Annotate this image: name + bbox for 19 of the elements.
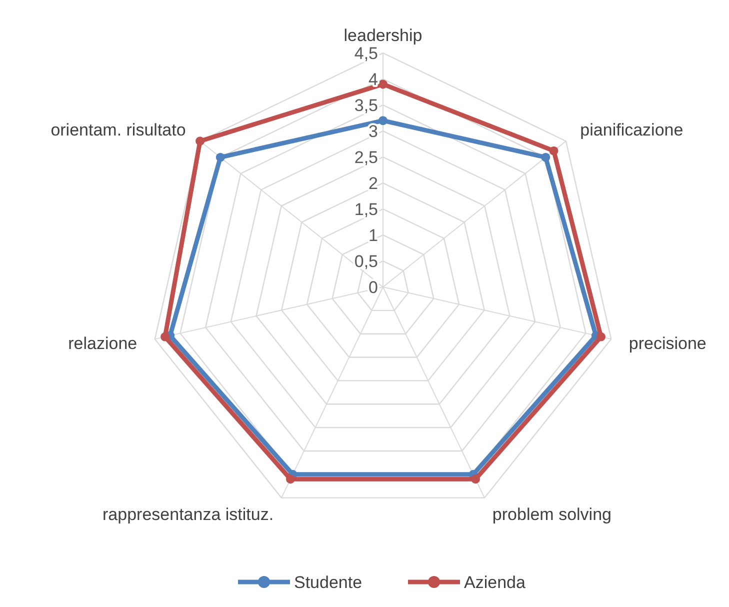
spoke-label: orientam. risultato [50, 120, 186, 140]
spoke-label: relazione [68, 334, 138, 354]
spoke-label: leadership [344, 26, 422, 45]
legend-label: Azienda [464, 572, 526, 592]
y-tick-label: 3,5 [354, 96, 378, 115]
y-tick-label: 2 [368, 174, 378, 193]
spoke-label: problem solving [492, 505, 612, 524]
spoke-label: precisione [628, 334, 706, 354]
spoke-label: pianificazione [580, 120, 684, 140]
y-tick-label: 4,5 [354, 44, 378, 63]
y-tick-label: 0,5 [354, 252, 378, 271]
y-tick-label: 3 [368, 122, 378, 141]
y-tick-label: 4 [368, 70, 378, 89]
legend-label: Studente [294, 572, 362, 592]
y-tick-label: 0 [368, 278, 378, 297]
y-tick-label: 1,5 [354, 200, 378, 219]
y-tick-label: 1 [368, 226, 378, 245]
spoke-label: rappresentanza istituz. [102, 505, 274, 524]
y-tick-label: 2,5 [354, 148, 378, 167]
